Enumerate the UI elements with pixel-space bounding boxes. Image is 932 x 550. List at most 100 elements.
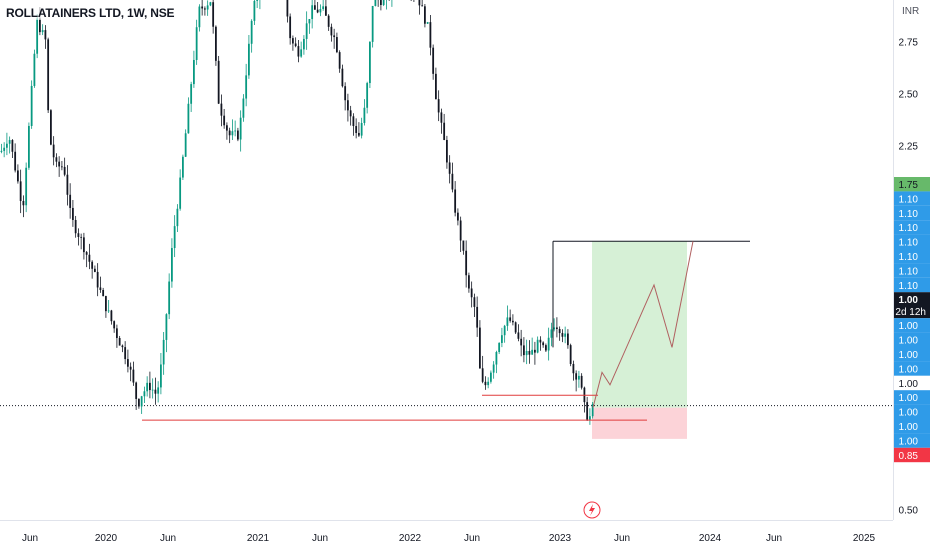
event-marker-icon[interactable] xyxy=(583,501,601,519)
candle-body xyxy=(292,38,294,44)
candle-body xyxy=(514,322,517,333)
candle-body xyxy=(85,252,88,255)
price-label-bg xyxy=(894,390,930,405)
candle-body xyxy=(344,86,347,101)
candle-body xyxy=(366,83,369,108)
candle-body xyxy=(190,84,193,104)
candle-body xyxy=(168,281,171,315)
price-label: 0.85 xyxy=(899,451,919,462)
candle-body xyxy=(149,382,151,391)
candle-body xyxy=(300,49,303,57)
candle-body xyxy=(462,240,465,251)
candle-body xyxy=(253,0,256,21)
candle-body xyxy=(360,122,363,136)
candle-body xyxy=(140,396,143,407)
candle-body xyxy=(294,43,297,47)
candle-body xyxy=(157,387,160,394)
candle-body xyxy=(512,320,514,323)
candle-body xyxy=(234,130,237,132)
candle-body xyxy=(110,310,113,322)
candle-body xyxy=(580,375,583,388)
projection-path xyxy=(592,241,694,408)
currency-label: INR xyxy=(902,6,920,17)
price-label-bg xyxy=(894,177,930,192)
candle-body xyxy=(212,2,215,27)
candle-body xyxy=(201,6,204,9)
candle-body xyxy=(256,0,259,1)
candle-body xyxy=(6,143,8,148)
candle-body xyxy=(308,19,311,24)
candle-body xyxy=(448,162,451,174)
candle-body xyxy=(121,345,124,348)
candle-body xyxy=(490,372,492,382)
candle-body xyxy=(179,177,182,209)
candle-body xyxy=(369,41,371,84)
time-tick-label: 2025 xyxy=(853,533,876,544)
candle-body xyxy=(371,5,374,42)
candle-body xyxy=(341,68,344,87)
price-label: 1.10 xyxy=(899,252,919,263)
candle-body xyxy=(143,391,146,397)
candle-body xyxy=(517,332,520,339)
price-tick-label: 2.25 xyxy=(899,142,919,153)
price-label-bg xyxy=(894,191,930,206)
candle-body xyxy=(171,248,173,282)
time-tick-label: 2022 xyxy=(399,533,422,544)
candle-body xyxy=(96,271,99,288)
candle-body xyxy=(506,317,509,326)
candle-body xyxy=(578,375,580,380)
candle-body xyxy=(586,402,589,420)
time-tick-label: Jun xyxy=(614,533,630,544)
candle-body xyxy=(146,382,149,392)
candle-body xyxy=(77,233,80,237)
price-label: 1.00 xyxy=(899,321,919,332)
candle-body xyxy=(80,236,83,238)
candle-body xyxy=(19,181,22,201)
time-tick-label: 2020 xyxy=(95,533,118,544)
candle-body xyxy=(503,325,506,336)
candle-body xyxy=(446,139,448,163)
candle-body xyxy=(536,339,539,353)
candle-body xyxy=(481,368,484,382)
candles xyxy=(0,0,594,425)
candle-body xyxy=(575,373,578,380)
candle-body xyxy=(61,166,63,168)
candle-body xyxy=(198,6,201,28)
candle-body xyxy=(66,174,69,195)
candle-body xyxy=(215,26,217,61)
candle-body xyxy=(33,53,36,86)
candle-body xyxy=(220,103,223,116)
candle-body xyxy=(305,23,308,39)
price-label-bg xyxy=(894,277,930,293)
candle-body xyxy=(116,328,118,339)
candle-body xyxy=(63,166,66,175)
candle-body xyxy=(195,27,198,60)
candle-body xyxy=(69,194,72,208)
candle-body xyxy=(498,342,501,353)
candle-body xyxy=(440,112,443,123)
candle-body xyxy=(418,0,421,6)
profit-zone xyxy=(592,241,687,408)
candle-body xyxy=(591,404,594,417)
price-label: 1.10 xyxy=(899,266,919,277)
candle-body xyxy=(204,8,206,10)
price-label-bg xyxy=(894,447,930,463)
candle-body xyxy=(319,9,322,13)
price-label-bg xyxy=(894,404,930,419)
candle-body xyxy=(83,237,85,253)
price-tick-label: 2.75 xyxy=(899,38,919,49)
candle-body xyxy=(91,261,94,269)
candle-body xyxy=(330,26,333,36)
candle-body xyxy=(509,317,512,321)
candle-body xyxy=(193,59,195,85)
time-axis-border xyxy=(0,520,893,521)
candle-body xyxy=(454,189,457,213)
price-label-bg xyxy=(894,347,930,362)
candle-body xyxy=(322,6,325,10)
candle-body xyxy=(138,398,140,407)
candle-body xyxy=(421,5,424,7)
candle-body xyxy=(176,208,179,227)
price-label-bg xyxy=(894,361,930,376)
